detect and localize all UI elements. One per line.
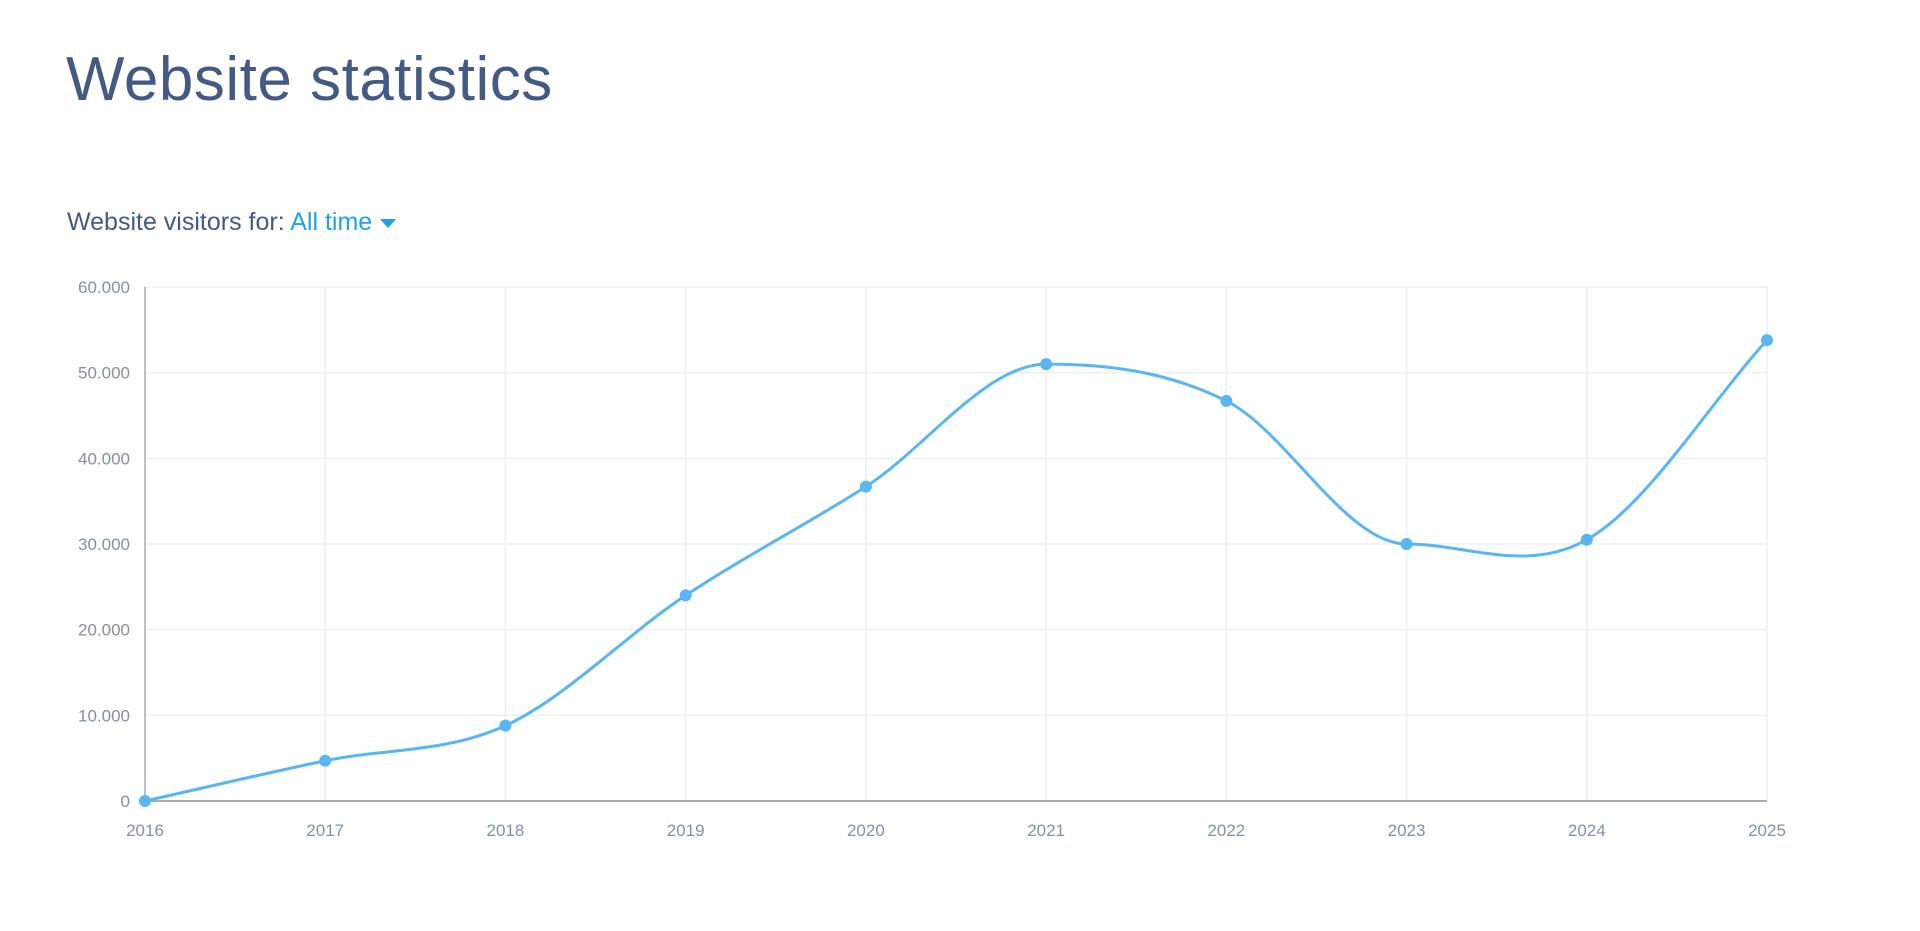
x-tick-label: 2024 xyxy=(1568,821,1606,840)
y-tick-label: 40.000 xyxy=(78,449,130,468)
data-point xyxy=(139,795,151,807)
grid xyxy=(145,286,1768,801)
visitors-filter: Website visitors for: All time xyxy=(67,208,397,237)
x-tick-label: 2020 xyxy=(847,821,885,840)
x-tick-label: 2019 xyxy=(667,821,705,840)
y-tick-label: 30.000 xyxy=(78,535,130,554)
x-tick-label: 2022 xyxy=(1207,821,1245,840)
data-point xyxy=(499,719,512,732)
y-tick-label: 20.000 xyxy=(78,621,130,640)
x-tick-label: 2017 xyxy=(306,821,344,840)
x-tick-label: 2023 xyxy=(1388,821,1426,840)
period-dropdown[interactable]: All time xyxy=(290,208,397,236)
page-title: Website statistics xyxy=(66,45,553,114)
data-point xyxy=(1220,394,1233,407)
y-tick-label: 0 xyxy=(121,792,130,811)
caret-down-icon xyxy=(380,218,397,228)
x-tick-label: 2021 xyxy=(1027,821,1065,840)
x-tick-label: 2025 xyxy=(1748,821,1786,840)
data-point xyxy=(319,754,332,767)
filter-label: Website visitors for: xyxy=(67,208,285,236)
data-point xyxy=(1580,533,1593,546)
data-point xyxy=(859,480,872,493)
series xyxy=(139,334,1773,807)
x-tick-label: 2018 xyxy=(487,821,525,840)
series-line-website-visitors xyxy=(144,339,1769,803)
period-dropdown-value: All time xyxy=(290,208,373,236)
x-axis-ticks: 2016 2017 2018 2019 2020 2021 2022 2023 2024 2025 xyxy=(126,821,1786,840)
x-tick-label: 2016 xyxy=(126,821,164,840)
data-point xyxy=(1400,538,1413,550)
y-tick-label: 10.000 xyxy=(78,706,130,725)
axes xyxy=(144,287,1767,802)
y-tick-label: 60.000 xyxy=(78,278,130,297)
data-point xyxy=(1040,358,1053,371)
y-axis-ticks: 0 10.000 20.000 30.000 40.000 50.000 60.000 xyxy=(78,278,130,811)
data-point xyxy=(1761,334,1773,347)
data-point xyxy=(679,589,692,602)
y-tick-label: 50.000 xyxy=(78,364,130,383)
